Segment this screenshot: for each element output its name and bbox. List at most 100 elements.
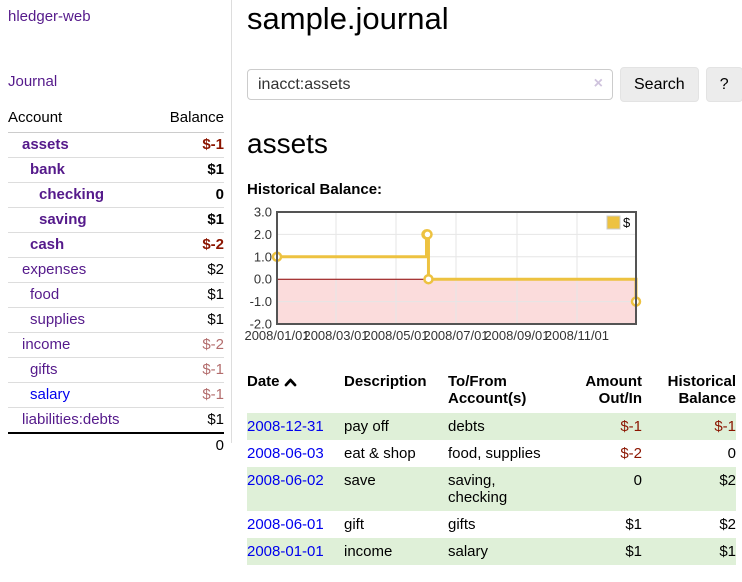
transaction-row: 2008-06-01 gift gifts $1 $2 [247, 511, 736, 538]
transaction-date-link[interactable]: 2008-01-01 [247, 543, 324, 560]
chart-canvas: $3.0 2.0 1.0 0.0 -1.0 -2.02008/01/012008/03/0… [244, 205, 642, 343]
account-balance: $-2 [153, 232, 224, 258]
x-axis-tick-label: 2008/09/01 [484, 328, 549, 343]
accounts-column-header: To/From Account(s) [448, 373, 527, 407]
account-link[interactable]: food [30, 286, 60, 303]
x-axis-tick-label: 2008/11/01 [545, 328, 609, 343]
y-axis-tick-label: 0.0 [254, 272, 272, 287]
transaction-accounts: saving, checking [448, 472, 508, 506]
transaction-description: pay off [344, 418, 389, 435]
accounts-total-row: 0 [8, 432, 224, 458]
amount-column-header: Amount Out/In [585, 373, 642, 407]
transaction-accounts: gifts [448, 516, 476, 533]
x-axis-tick-label: 2008/05/01 [363, 328, 428, 343]
legend-label: $ [623, 215, 631, 230]
help-button[interactable]: ? [705, 67, 742, 102]
account-heading: assets [247, 128, 328, 159]
x-axis-tick-label: 2008/03/01 [303, 328, 368, 343]
y-axis-tick-label: -1.0 [250, 294, 272, 309]
transaction-date-link[interactable]: 2008-12-31 [247, 418, 324, 435]
y-axis-tick-label: 1.0 [254, 249, 272, 264]
historical-balance-chart: $3.0 2.0 1.0 0.0 -1.0 -2.0 2008/01/01 2008/03/0… [244, 205, 736, 347]
register-table: Date Description To/From Account(s) Amou… [247, 371, 736, 565]
account-link[interactable]: liabilities:debts [22, 411, 120, 428]
register-table-body: 2008-12-31 pay off debts $-1 $-1 2008-06-03 ea… [247, 413, 736, 565]
transaction-amount: 0 [633, 472, 642, 489]
account-balance: $-1 [202, 136, 224, 153]
account-balance: $1 [153, 282, 224, 308]
transaction-amount: $-2 [620, 445, 642, 462]
transaction-accounts: debts [448, 418, 485, 435]
app-title-link[interactable]: hledger-web [8, 8, 91, 25]
account-balance: $2 [153, 257, 224, 283]
main-content: sample.journal × Search ? assets Histori… [244, 0, 742, 565]
description-column-header: Description [344, 373, 427, 390]
transaction-row: 2008-06-02 save saving, checking 0 $2 [247, 467, 736, 511]
account-link[interactable]: cash [30, 236, 65, 253]
x-axis-tick-label: 2008/07/01 [423, 328, 488, 343]
account-link[interactable]: supplies [30, 311, 86, 328]
account-row: bank $1 [8, 157, 224, 183]
balance-column-header-register: Historical Balance [667, 373, 736, 407]
account-row: supplies $1 [8, 307, 224, 333]
transaction-amount: $1 [625, 543, 642, 560]
y-axis-tick-label: -2.0 [250, 317, 272, 332]
transaction-balance: 0 [727, 445, 736, 462]
account-row: liabilities:debts $1 [8, 407, 224, 433]
accounts-table-body: assets $-1 bank $1 checking 0 saving $1 cash $-2 e… [8, 133, 224, 458]
account-balance: $1 [153, 157, 224, 183]
transaction-amount: $1 [625, 516, 642, 533]
account-balance: $1 [153, 407, 224, 433]
account-row: expenses $2 [8, 257, 224, 283]
data-point-marker [422, 229, 433, 240]
transaction-date-link[interactable]: 2008-06-02 [247, 472, 324, 489]
x-axis-tick-label: 2008/01/01 [244, 328, 309, 343]
accounts-total-value: 0 [153, 432, 224, 458]
transaction-date-link[interactable]: 2008-06-03 [247, 445, 324, 462]
transaction-accounts: food, supplies [448, 445, 541, 462]
account-link[interactable]: checking [39, 186, 105, 203]
date-column-header[interactable]: Date [247, 371, 344, 413]
account-link[interactable]: gifts [30, 361, 58, 378]
transaction-accounts: salary [448, 543, 489, 560]
chart-title: Historical Balance: [247, 181, 383, 198]
account-link[interactable]: expenses [22, 261, 87, 278]
account-column-header: Account [8, 107, 154, 133]
clear-search-icon[interactable]: × [593, 75, 603, 92]
account-link[interactable]: saving [39, 211, 87, 228]
plot-frame [276, 211, 637, 325]
transaction-balance: $1 [719, 543, 736, 560]
transaction-amount: $-1 [620, 418, 642, 435]
transaction-row: 2008-06-03 eat & shop food, supplies $-2 0 [247, 440, 736, 467]
y-axis-tick-label: 3.0 [254, 205, 272, 220]
account-balance: 0 [153, 182, 224, 208]
transaction-description: gift [344, 516, 365, 533]
transaction-row: 2008-01-01 income salary $1 $1 [247, 538, 736, 565]
transaction-description: income [344, 543, 393, 560]
account-link[interactable]: income [22, 336, 71, 353]
transaction-date-link[interactable]: 2008-06-01 [247, 516, 324, 533]
sort-ascending-icon [284, 378, 296, 387]
transaction-balance: $2 [719, 516, 736, 533]
page-title: sample.journal [247, 1, 449, 36]
account-link[interactable]: assets [22, 136, 69, 153]
account-row: income $-2 [8, 332, 224, 358]
search-button[interactable]: Search [620, 67, 699, 102]
account-balance: $-2 [153, 332, 224, 358]
account-link[interactable]: salary [30, 386, 71, 403]
account-balance: $-1 [153, 357, 224, 383]
transaction-row: 2008-12-31 pay off debts $-1 $-1 [247, 413, 736, 440]
sidebar: hledger-web Journal Account Balance asse… [0, 0, 232, 458]
account-row: salary $-1 [8, 382, 224, 408]
account-row: cash $-2 [8, 232, 224, 258]
account-row: food $1 [8, 282, 224, 308]
search-bar: × Search ? [247, 67, 742, 102]
balance-column-header: Balance [153, 107, 224, 133]
account-link[interactable]: bank [30, 161, 66, 178]
account-row: assets $-1 [8, 133, 224, 158]
transaction-description: eat & shop [344, 445, 416, 462]
search-input[interactable] [247, 69, 613, 100]
account-row: checking 0 [8, 182, 224, 208]
sidebar-item-journal[interactable]: Journal [8, 73, 58, 90]
account-balance: $1 [153, 307, 224, 333]
